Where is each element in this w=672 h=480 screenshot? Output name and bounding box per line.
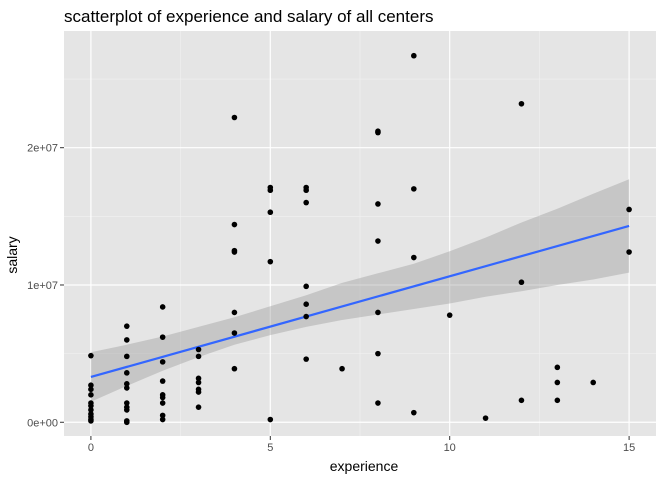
minor-gridlines [64,31,656,436]
data-point [88,418,94,424]
data-point [303,187,309,194]
data-point [88,402,94,409]
data-point [518,100,525,107]
data-point [88,392,94,398]
data-point [159,304,166,310]
y-tick-label: 1e+07 [27,280,58,292]
data-point [375,201,381,207]
data-points [88,52,632,426]
data-point [88,352,94,359]
x-tick-label: 10 [444,442,456,454]
data-point [195,353,202,360]
y-tick-label: 0e+00 [27,417,58,429]
data-point [231,221,238,228]
data-point [123,419,130,426]
data-point [123,337,130,343]
data-point [195,389,202,395]
data-point [159,412,166,419]
x-axis-title: experience [330,458,399,474]
data-point [554,364,561,371]
data-point [411,409,417,416]
data-point [123,323,130,329]
data-point [375,129,381,136]
data-point [159,394,166,401]
data-point [303,356,309,362]
data-point [231,249,238,255]
data-point [267,209,274,216]
y-axis-ticks: 0e+00 1e+07 2e+07 [27,143,64,429]
data-point [375,400,381,406]
regression-line [90,224,630,379]
data-point [482,415,489,421]
data-point [411,186,417,192]
data-point [303,313,309,320]
data-point [123,353,130,360]
confidence-band [90,179,630,402]
data-point [159,416,166,423]
data-point [231,330,238,336]
x-tick-label: 5 [267,442,273,454]
y-tick-label: 2e+07 [27,143,58,155]
data-point [123,407,130,413]
chart-title: scatterplot of experience and salary of … [64,7,433,26]
data-point [375,309,381,316]
data-point [195,379,202,386]
x-tick-label: 0 [88,442,94,454]
data-point [195,404,202,410]
data-point [518,397,525,404]
y-axis-title: salary [4,236,20,273]
data-point [375,350,381,357]
data-point [88,386,94,393]
data-point [339,365,345,372]
data-point [231,309,238,316]
data-point [375,238,381,244]
data-point [303,301,309,308]
data-point [411,254,417,261]
x-axis-ticks: 0 5 10 15 [88,436,635,454]
data-point [626,249,632,255]
data-point [123,370,130,376]
data-point [159,378,166,384]
data-point [554,397,561,404]
data-point [303,283,309,290]
data-point [267,416,274,423]
data-point [88,407,94,413]
data-point [518,279,525,286]
data-point [231,365,238,372]
data-point [195,375,202,382]
data-point [411,52,417,59]
data-point [554,379,561,386]
data-point [231,114,238,121]
data-point [159,334,166,340]
data-point [267,258,274,265]
data-point [446,312,453,318]
data-point [303,199,309,206]
data-point [123,385,130,391]
data-point [123,400,130,406]
data-point [88,382,94,389]
data-point [159,359,166,365]
data-point [123,381,130,387]
data-point [267,187,274,194]
data-point [195,346,202,353]
data-point [626,206,632,213]
data-point [159,400,166,406]
data-point [590,379,597,386]
x-tick-label: 15 [623,442,635,454]
